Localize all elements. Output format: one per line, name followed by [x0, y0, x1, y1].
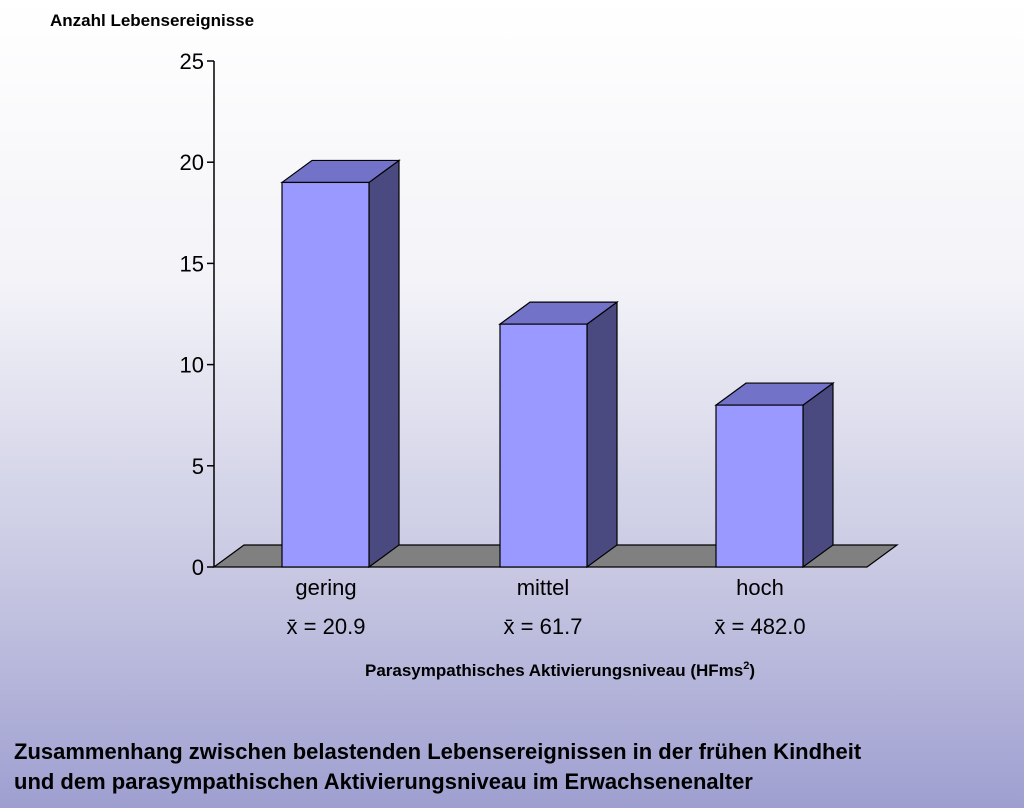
- bar-side: [586, 300, 618, 569]
- bar-mittel: [498, 300, 619, 569]
- y-tick-label: 25: [180, 49, 204, 74]
- y-axis-title: Anzahl Lebensereignisse: [50, 11, 254, 30]
- x-category-label: hoch: [736, 575, 784, 600]
- bar-front: [715, 404, 804, 568]
- x-category-mean: x̄ = 20.9: [287, 614, 366, 639]
- y-tick-label: 0: [192, 555, 204, 580]
- caption-line-2: und dem parasympathischen Aktivierungsni…: [14, 769, 753, 794]
- x-category-mean: x̄ = 61.7: [504, 614, 583, 639]
- caption-line-1: Zusammenhang zwischen belastenden Lebens…: [14, 739, 862, 764]
- y-tick-label: 10: [180, 353, 204, 378]
- y-tick-label: 20: [180, 150, 204, 175]
- x-category-label: gering: [295, 575, 356, 600]
- bar-chart: 0 5 10 15 20 25 Anzahl Lebensereignisse gering…: [50, 11, 899, 680]
- bar-front: [499, 323, 588, 568]
- bar-hoch: [714, 381, 835, 569]
- x-category-label: mittel: [517, 575, 570, 600]
- x-category-mean: x̄ = 482.0: [714, 614, 805, 639]
- bar-side: [802, 381, 834, 569]
- x-axis-title: Parasympathisches Aktivierungsniveau (HF…: [365, 660, 755, 680]
- bar-gering: [280, 159, 401, 569]
- y-tick-label: 15: [180, 251, 204, 276]
- y-tick-label: 5: [192, 454, 204, 479]
- bar-front: [281, 181, 370, 568]
- bar-side: [368, 159, 400, 569]
